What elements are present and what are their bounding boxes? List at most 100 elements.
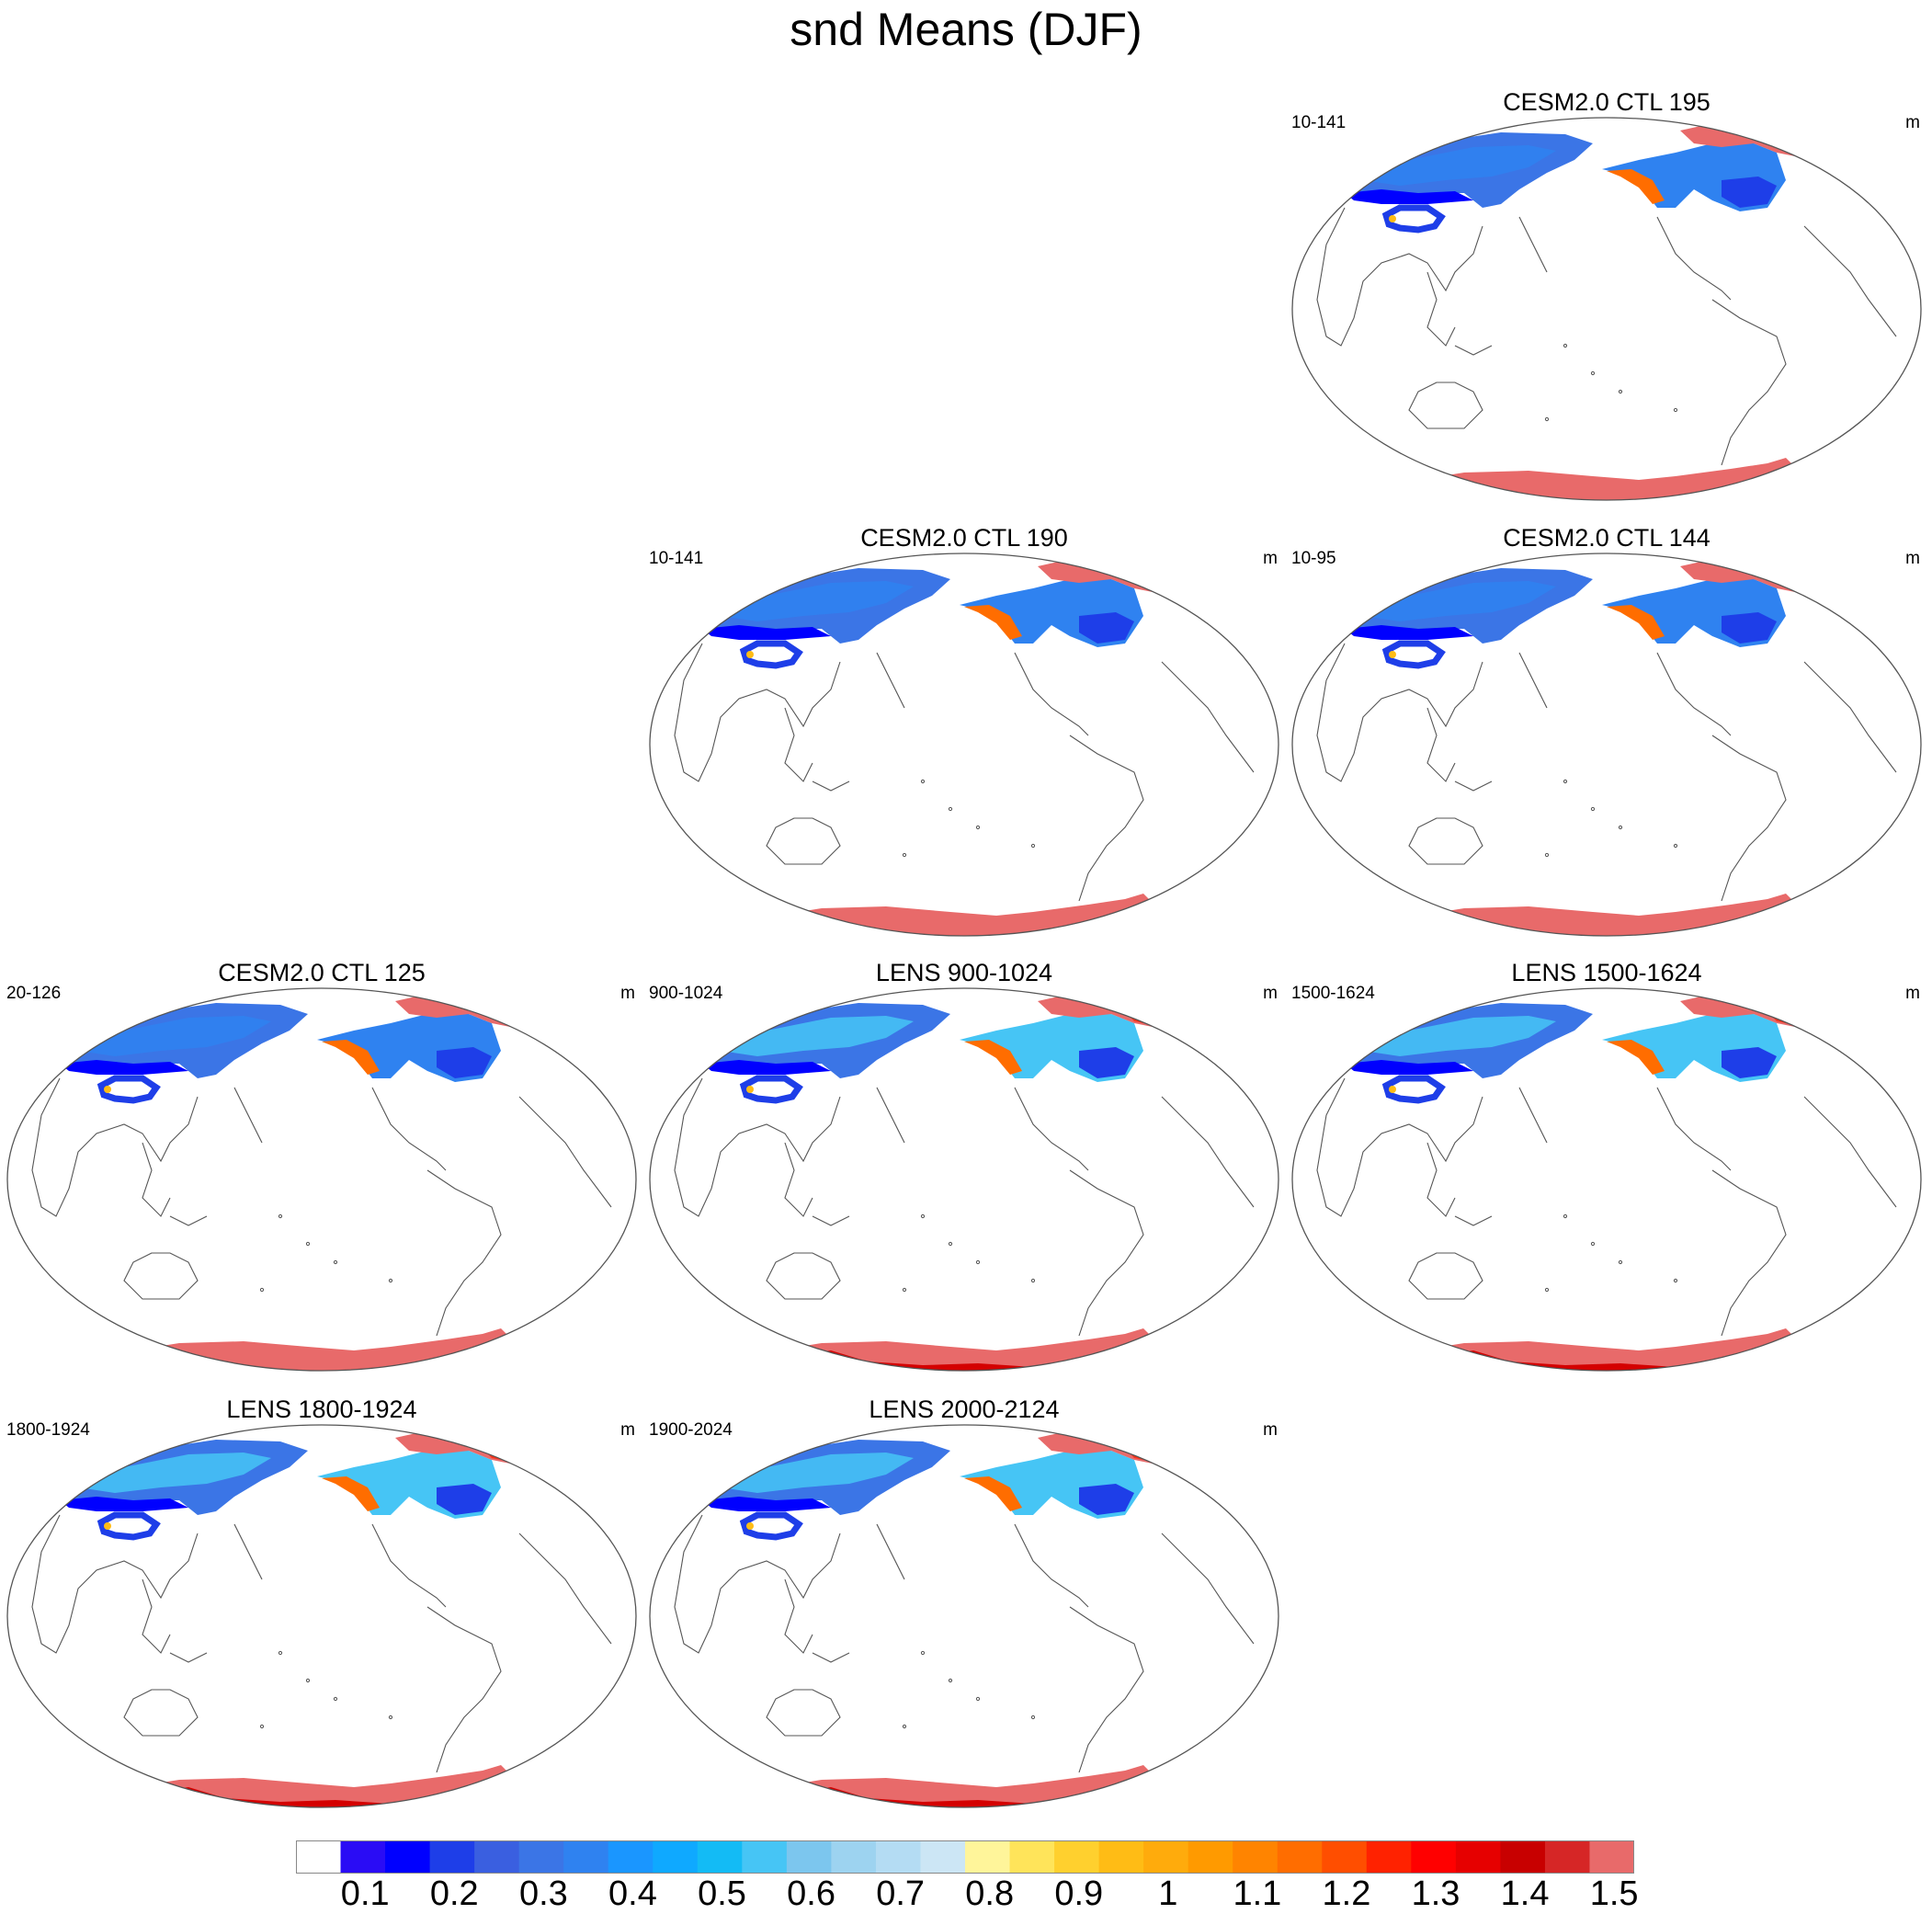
colorbar-tick-label: 1 (1158, 1874, 1178, 1913)
panel-title: CESM2.0 CTL 144 (1503, 524, 1710, 552)
tibet-hotspot (104, 1522, 111, 1530)
coastline (31, 1077, 199, 1217)
island-outline (975, 825, 981, 830)
eurasia-snow-core (78, 1016, 271, 1056)
colorbar-swatch (875, 1840, 921, 1874)
coastline (1014, 1523, 1089, 1608)
coastline (123, 1252, 199, 1300)
coastal-mountain-snow (1607, 605, 1665, 640)
panel-title: LENS 1500-1624 (1511, 959, 1702, 986)
colorbar-swatch (1009, 1840, 1055, 1874)
island-outline (1563, 779, 1568, 784)
scandinavia-snow (1199, 1451, 1249, 1487)
colorbar-swatch (1054, 1840, 1100, 1874)
colorbar-swatch (1098, 1840, 1144, 1874)
snow-depth-map (1291, 553, 1922, 937)
map-panel-ctl-125: CESM2.0 CTL 125 20-126 m (5, 959, 639, 1373)
coastline (1014, 1087, 1089, 1171)
coastline (766, 1689, 841, 1737)
hudson-snow-edge (1079, 1484, 1134, 1515)
eurasia-snow-edge (60, 1497, 188, 1511)
colorbar-swatch (1411, 1840, 1457, 1874)
panel-title: CESM2.0 CTL 195 (1503, 88, 1710, 116)
coastline (1316, 643, 1483, 782)
island-outline (1563, 343, 1568, 348)
colorbar-swatch (965, 1840, 1011, 1874)
coastline (169, 1652, 208, 1663)
map-panel-lens-1500-1624: LENS 1500-1624 1500-1624 m (1290, 959, 1924, 1373)
island-outline (920, 779, 926, 784)
island-outline (1673, 407, 1678, 413)
coastline (812, 1652, 850, 1663)
coastline (1656, 216, 1732, 301)
colorbar-tick-label: 0.2 (429, 1874, 479, 1913)
map-frame (649, 987, 1279, 1372)
hudson-snow-edge (1722, 1047, 1777, 1078)
hudson-snow-edge (1079, 612, 1134, 644)
coastline (1711, 735, 1787, 902)
tibet-snow-ring (1381, 640, 1446, 669)
coastline (674, 643, 841, 782)
map-panel-ctl-190: CESM2.0 CTL 190 10-141 m (647, 524, 1281, 938)
colorbar-labels: 0.1 0.2 0.3 0.4 0.5 0.6 0.7 0.8 0.9 1 1.1 1.2 1.3 1.4… (296, 1874, 1639, 1913)
island-outline (1590, 370, 1596, 376)
tibet-snow-ring (97, 1511, 161, 1541)
island-outline (1618, 825, 1623, 830)
coastline (1408, 1252, 1483, 1300)
map-panel-ctl-195: CESM2.0 CTL 195 10-141 m (1290, 88, 1924, 502)
scandinavia-snow (556, 1014, 607, 1051)
eurasia-snow-core (1363, 145, 1556, 186)
coastal-mountain-snow (1607, 169, 1665, 204)
coastline (1711, 299, 1787, 466)
coastline (876, 1087, 905, 1144)
coastline (812, 1215, 850, 1226)
tibet-hotspot (746, 1522, 754, 1530)
colorbar-swatch (653, 1840, 699, 1874)
coastal-mountain-snow (964, 605, 1022, 640)
panel-range-label: 10-141 (1291, 113, 1347, 132)
island-outline (278, 1213, 283, 1219)
panel-range-label: 1800-1924 (6, 1420, 90, 1440)
coastline (142, 1578, 171, 1654)
map-frame (1291, 117, 1922, 501)
map-panel-lens-2000-2124: LENS 2000-2124 1900-2024 m (647, 1396, 1281, 1809)
tibet-snow-ring (739, 1075, 803, 1104)
eurasia-snow-core (721, 1016, 914, 1056)
coastline (766, 817, 841, 865)
island-outline (948, 1241, 953, 1247)
colorbar-tick-label: 0.9 (1054, 1874, 1104, 1913)
coastline (169, 1215, 208, 1226)
map-frame (1291, 553, 1922, 937)
coastline (1656, 1087, 1732, 1171)
map-content (1292, 988, 1921, 1371)
tibet-hotspot (1389, 215, 1396, 222)
tibet-hotspot (1389, 1086, 1396, 1093)
eurasia-snow-edge (1345, 189, 1473, 204)
colorbar-swatch (1277, 1840, 1323, 1874)
colorbar-outline (296, 1840, 1634, 1874)
coastline (1069, 735, 1144, 902)
coastline (1161, 1096, 1255, 1208)
eurasia-snow-core (721, 1453, 914, 1493)
coastline (812, 780, 850, 792)
colorbar-swatch (296, 1840, 342, 1874)
panel-range-label: 900-1024 (649, 984, 723, 1003)
colorbar-tick-label: 1.1 (1233, 1874, 1282, 1913)
coastline (876, 652, 905, 709)
island-outline (920, 1213, 926, 1219)
colorbar-swatch (429, 1840, 475, 1874)
coastline (1161, 1532, 1255, 1645)
coastline (371, 1523, 447, 1608)
tibet-snow-ring (1381, 204, 1446, 234)
tibet-hotspot (746, 651, 754, 658)
coastal-mountain-snow (322, 1476, 380, 1511)
coastline (876, 1523, 905, 1580)
panel-range-label: 10-95 (1291, 549, 1336, 568)
panel-unit-label: m (1263, 549, 1278, 568)
colorbar-swatch (786, 1840, 832, 1874)
island-outline (1030, 1715, 1036, 1720)
colorbar-swatch (1322, 1840, 1368, 1874)
map-content (7, 1425, 636, 1807)
coastline (1316, 1077, 1483, 1217)
island-outline (259, 1287, 265, 1293)
